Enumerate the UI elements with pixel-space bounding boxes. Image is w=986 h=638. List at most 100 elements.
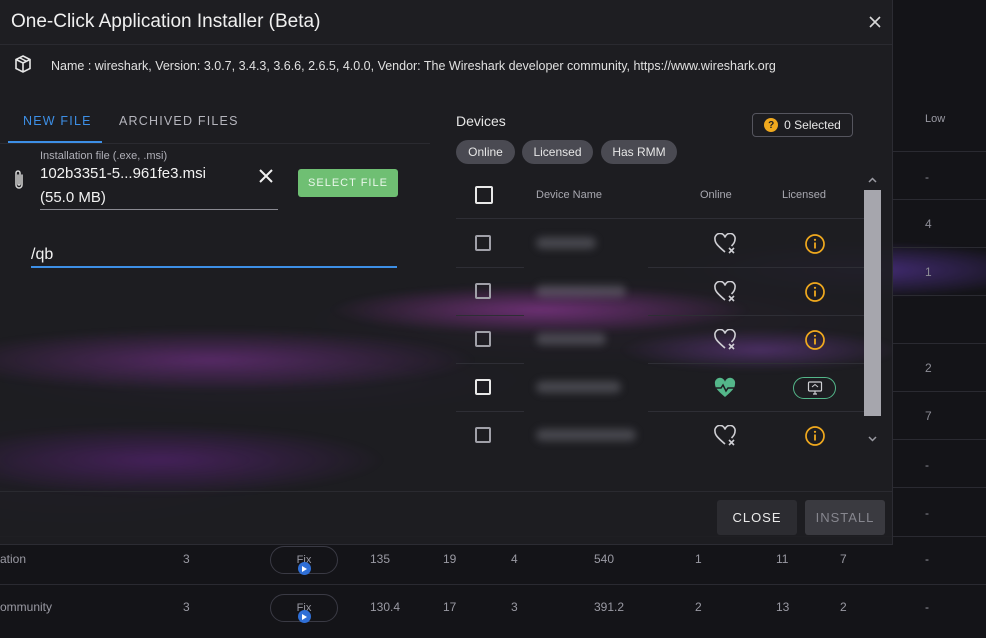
paperclip-icon — [15, 170, 23, 189]
scroll-up-icon[interactable] — [867, 175, 878, 186]
device-name-redacted — [536, 381, 621, 393]
column-licensed[interactable]: Licensed — [782, 189, 827, 201]
row-value: - — [925, 600, 929, 614]
table-row[interactable] — [456, 268, 864, 316]
row-value: 13 — [776, 600, 790, 614]
row-divider — [648, 267, 864, 268]
row-divider — [893, 295, 986, 296]
side-value: 1 — [925, 265, 932, 279]
row-value: 391.2 — [594, 600, 625, 614]
row-value: 7 — [840, 552, 847, 566]
row-checkbox[interactable] — [475, 331, 491, 347]
close-icon[interactable] — [866, 13, 884, 31]
table-row[interactable] — [456, 220, 864, 268]
play-icon — [297, 562, 311, 575]
fix-button[interactable]: Fix — [270, 594, 338, 623]
row-value: 11 — [776, 552, 789, 566]
scroll-down-icon[interactable] — [867, 433, 878, 444]
row-checkbox[interactable] — [475, 379, 491, 395]
row-value: 17 — [443, 600, 457, 614]
row-value: 540 — [594, 552, 615, 566]
info-icon[interactable] — [804, 329, 826, 351]
row-divider — [893, 439, 986, 440]
row-value: 3 — [183, 552, 190, 566]
table-row[interactable] — [456, 364, 864, 412]
row-divider — [893, 391, 986, 392]
row-divider — [456, 315, 524, 316]
side-value: 2 — [925, 361, 932, 375]
row-divider — [648, 363, 864, 364]
scrollbar-thumb[interactable] — [864, 190, 881, 416]
device-name-redacted — [536, 285, 626, 297]
row-value: 4 — [511, 552, 518, 566]
row-checkbox[interactable] — [475, 283, 491, 299]
row-divider — [456, 267, 524, 268]
row-value: 2 — [695, 600, 702, 614]
row-value: 19 — [443, 552, 457, 566]
info-icon[interactable] — [804, 425, 826, 447]
selected-count-text: 0 Selected — [784, 118, 841, 132]
heart-offline-icon — [714, 425, 736, 446]
row-value: 1 — [695, 552, 702, 566]
installer-dialog: One-Click Application Installer (Beta) N… — [0, 0, 893, 545]
filter-chip-licensed[interactable]: Licensed — [522, 140, 593, 164]
play-icon — [297, 610, 311, 623]
row-divider — [893, 487, 986, 488]
row-divider — [648, 411, 864, 412]
row-checkbox[interactable] — [475, 427, 491, 443]
rmm-badge[interactable] — [793, 377, 836, 399]
table-row[interactable] — [456, 412, 864, 460]
side-value: 4 — [925, 217, 932, 231]
close-button[interactable]: CLOSE — [717, 500, 797, 535]
row-divider — [456, 411, 524, 412]
file-size: (55.0 MB) — [40, 189, 106, 206]
filter-chip-online[interactable]: Online — [456, 140, 515, 164]
row-value: 3 — [183, 600, 190, 614]
clear-file-icon[interactable] — [258, 168, 274, 184]
row-divider — [456, 363, 524, 364]
row-value: 130.4 — [370, 600, 401, 614]
select-all-checkbox[interactable] — [475, 186, 493, 204]
devices-table-header: Device Name Online Licensed — [456, 172, 864, 219]
row-name: ommunity — [0, 600, 53, 614]
install-button[interactable]: INSTALL — [805, 500, 885, 535]
row-divider — [893, 199, 986, 200]
file-name: 102b3351-5...961fe3.msi — [40, 165, 206, 182]
tab-archived-files[interactable]: ARCHIVED FILES — [119, 114, 239, 128]
column-device-name[interactable]: Device Name — [536, 189, 603, 201]
heart-offline-icon — [714, 233, 736, 254]
info-icon[interactable] — [804, 281, 826, 303]
row-divider — [893, 151, 986, 152]
row-divider — [893, 343, 986, 344]
info-icon[interactable] — [804, 233, 826, 255]
row-divider — [893, 247, 986, 248]
row-checkbox[interactable] — [475, 235, 491, 251]
select-file-button[interactable]: SELECT FILE — [298, 169, 398, 197]
row-name: ation — [0, 552, 27, 566]
tab-new-file[interactable]: NEW FILE — [23, 114, 92, 128]
fix-button[interactable]: Fix — [270, 546, 338, 575]
active-tab-indicator — [8, 141, 102, 143]
install-arguments-input[interactable] — [31, 244, 397, 268]
footer-divider — [0, 491, 892, 492]
table-row[interactable]: ommunity 3 Fix 130.4 17 3 391.2 2 13 2 - — [0, 584, 986, 632]
devices-scrollbar[interactable] — [864, 172, 881, 448]
monitor-icon — [807, 381, 822, 395]
row-value: 2 — [840, 600, 847, 614]
selected-count-badge[interactable]: ? 0 Selected — [752, 113, 853, 137]
table-row[interactable] — [456, 316, 864, 364]
column-online[interactable]: Online — [700, 189, 732, 201]
filter-chip-has-rmm[interactable]: Has RMM — [601, 140, 677, 164]
installation-file-label: Installation file (.exe, .msi) — [40, 150, 168, 162]
row-value: 3 — [511, 600, 518, 614]
device-name-redacted — [536, 333, 606, 345]
side-value: - — [925, 506, 929, 520]
package-info-text: Name : wireshark, Version: 3.0.7, 3.4.3,… — [51, 59, 776, 73]
heart-offline-icon — [714, 281, 736, 302]
row-value: - — [925, 552, 929, 566]
device-name-redacted — [536, 429, 636, 441]
dialog-title: One-Click Application Installer (Beta) — [11, 11, 321, 32]
file-field-underline — [40, 209, 278, 210]
dialog-header: One-Click Application Installer (Beta) — [0, 0, 892, 45]
package-icon — [15, 55, 31, 73]
